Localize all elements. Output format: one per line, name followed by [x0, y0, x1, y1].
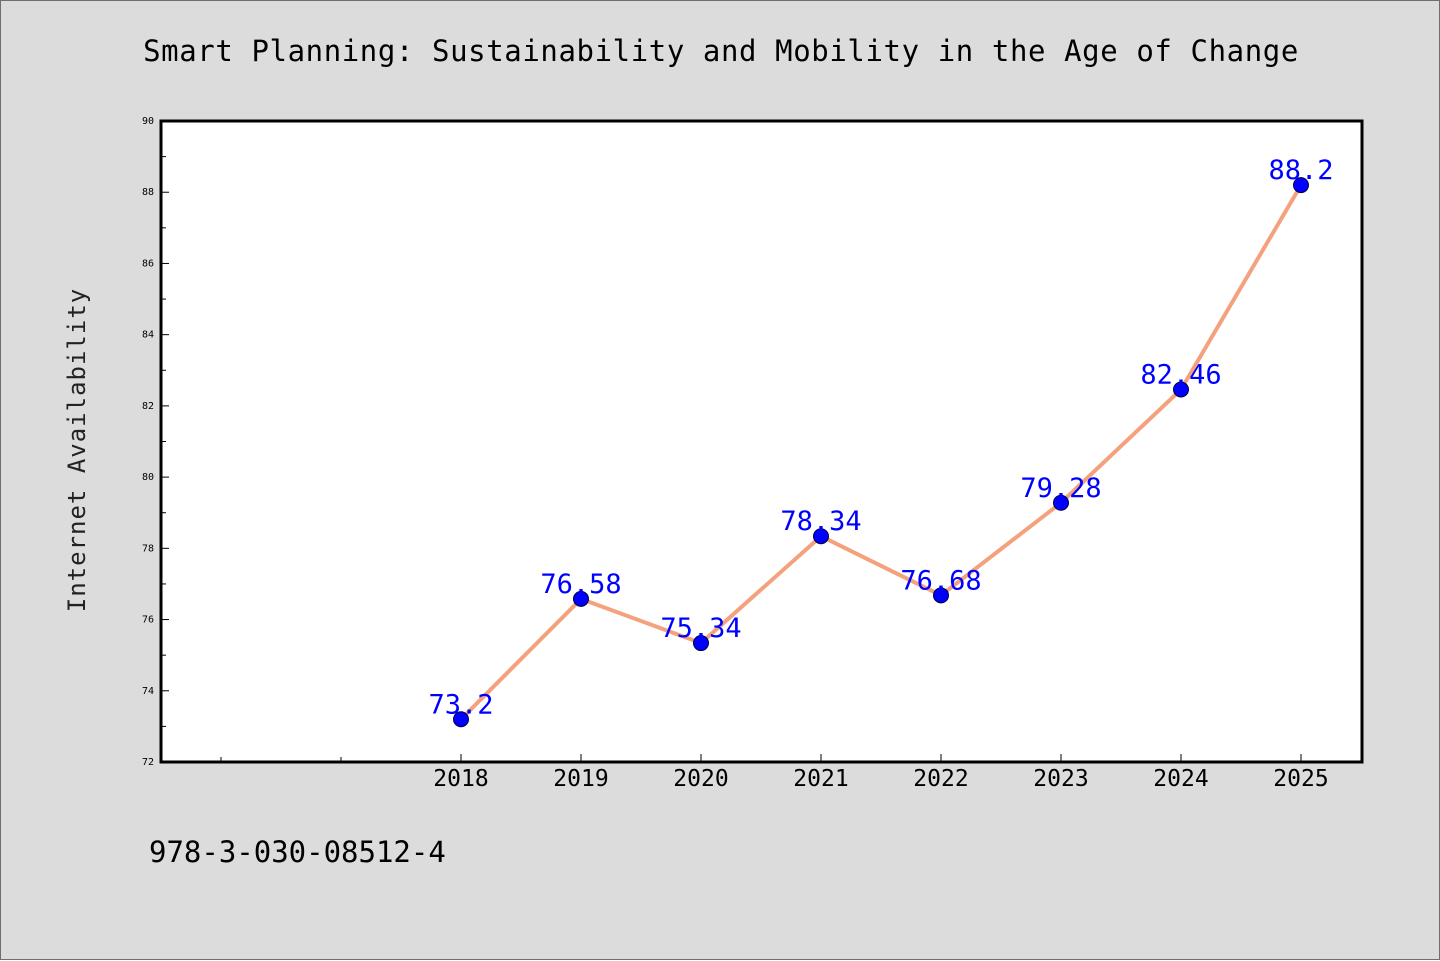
- data-point[interactable]: [573, 590, 589, 607]
- y-tick-label: 82: [142, 401, 154, 412]
- x-tick-label: 2023: [1033, 766, 1088, 792]
- data-label: 75.34: [660, 613, 741, 644]
- data-label: 76.68: [900, 565, 981, 596]
- series-markers-layer: [453, 177, 1309, 728]
- y-tick-label: 72: [142, 757, 154, 768]
- data-point[interactable]: [933, 587, 949, 604]
- chart-title: Smart Planning: Sustainability and Mobil…: [143, 34, 1299, 68]
- data-point[interactable]: [1053, 494, 1069, 511]
- x-tick-label: 2024: [1153, 766, 1208, 792]
- series-line-layer: [459, 183, 1303, 722]
- data-point[interactable]: [453, 711, 469, 728]
- data-point[interactable]: [813, 528, 829, 545]
- y-axis-label: Internet Availability: [63, 288, 91, 612]
- y-tick-label: 86: [142, 258, 154, 269]
- x-tick-label: 2025: [1273, 766, 1328, 792]
- data-label: 76.58: [540, 569, 621, 600]
- data-label: 79.28: [1020, 473, 1101, 504]
- data-label: 73.2: [428, 689, 493, 720]
- y-tick-label: 78: [142, 543, 154, 554]
- data-point[interactable]: [1293, 177, 1309, 194]
- y-tick-label: 84: [142, 330, 154, 341]
- plot-frame: [159, 119, 1364, 764]
- data-label: 82.46: [1140, 360, 1221, 391]
- plot-area: [161, 121, 1362, 762]
- y-tick-label: 80: [142, 472, 154, 483]
- x-tick-label: 2022: [913, 766, 968, 792]
- data-label: 78.34: [780, 506, 861, 537]
- data-point[interactable]: [693, 635, 709, 652]
- x-tick-label: 2020: [673, 766, 728, 792]
- series-line: [459, 183, 1303, 722]
- y-tick-label: 74: [142, 686, 154, 697]
- y-tick-label: 88: [142, 187, 154, 198]
- axis-ticks: 72 74 76 78 80 82 84 86 88 90 2018 2019 2020 2021 2022…: [142, 116, 1329, 792]
- y-tick-label: 76: [142, 615, 154, 626]
- data-label: 88.2: [1268, 155, 1333, 186]
- y-tick-label: 90: [142, 116, 154, 127]
- isbn-code: 978-3-030-08512-4: [149, 835, 446, 869]
- x-tick-label: 2019: [553, 766, 608, 792]
- data-point[interactable]: [1173, 381, 1189, 398]
- data-labels-layer: 73.2 76.58 75.34 78.34 76.68 79.28 82.46 88.2: [428, 155, 1333, 720]
- x-tick-label: 2021: [793, 766, 848, 792]
- x-tick-label: 2018: [433, 766, 488, 792]
